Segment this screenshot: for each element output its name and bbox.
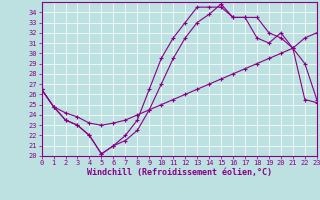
X-axis label: Windchill (Refroidissement éolien,°C): Windchill (Refroidissement éolien,°C) — [87, 168, 272, 177]
